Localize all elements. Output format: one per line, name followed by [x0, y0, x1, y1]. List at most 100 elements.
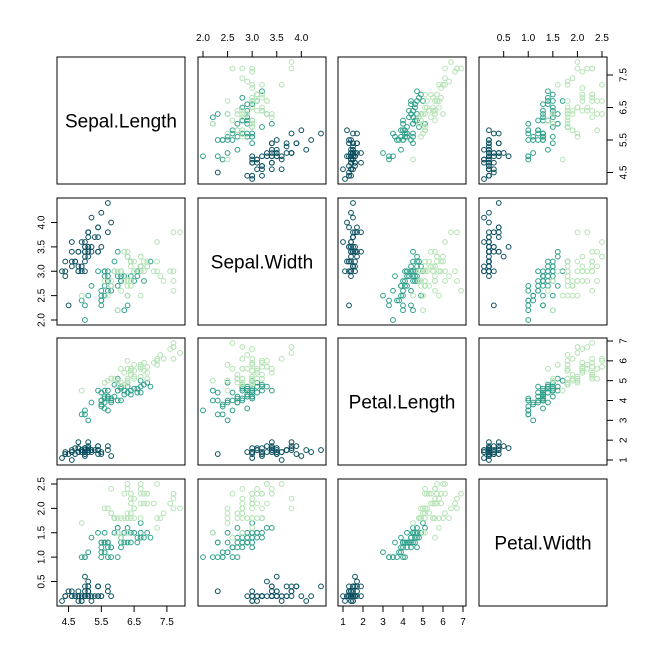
data-point-group3-1-3 [418, 133, 424, 140]
data-point-group2-3-1 [118, 385, 124, 392]
data-point-group2-3-4 [554, 375, 561, 382]
right-tick-label: 6 [619, 358, 630, 364]
data-point-group1-2-3 [354, 253, 360, 260]
data-point-group2-2-1 [104, 268, 111, 275]
data-point-group3-4-3 [430, 515, 436, 522]
data-point-group1-1-3 [344, 153, 350, 160]
data-point-group1-4-2 [264, 593, 270, 600]
data-point-group3-4-1 [114, 529, 121, 536]
right-tick-label: 4 [619, 397, 630, 403]
data-point-group2-3-2 [229, 407, 236, 414]
data-point-group3-2-1 [154, 258, 160, 265]
data-point-group3-1-4 [599, 111, 605, 117]
variable-label-petal-length: Petal.Length [349, 393, 456, 414]
data-point-group3-4-1 [114, 515, 121, 522]
data-point-group3-1-4 [594, 111, 600, 117]
data-point-group2-2-3 [398, 282, 404, 289]
data-point-group1-4-3 [346, 593, 352, 600]
data-point-group3-2-4 [574, 229, 581, 236]
data-point-group3-2-3 [452, 268, 458, 275]
data-point-group2-3-1 [98, 403, 105, 410]
data-point-group3-2-3 [432, 263, 438, 270]
data-point-group2-4-3 [404, 529, 410, 536]
data-point-group1-1-2 [273, 146, 280, 153]
data-point-group3-4-1 [131, 515, 138, 522]
data-point-group1-1-4 [490, 159, 497, 166]
data-point-group2-4-3 [398, 534, 404, 541]
data-point-group3-4-3 [440, 515, 446, 522]
data-point-group3-1-4 [564, 114, 571, 121]
data-point-group1-1-2 [244, 172, 251, 179]
data-point-group1-2-4 [486, 219, 492, 226]
data-point-group1-4-2 [283, 583, 290, 590]
data-point-group3-2-4 [584, 229, 591, 236]
data-point-group3-2-3 [442, 268, 448, 275]
data-point-group3-4-1 [124, 485, 131, 492]
data-point-group3-2-1 [121, 248, 128, 255]
data-point-group3-4-1 [78, 520, 85, 526]
data-point-group3-3-4 [589, 363, 596, 370]
data-point-group2-1-2 [234, 133, 241, 140]
data-point-group1-1-4 [481, 156, 487, 163]
data-point-group3-4-1 [127, 515, 134, 522]
data-point-group3-1-3 [454, 65, 460, 72]
data-point-group2-4-1 [104, 539, 111, 546]
data-point-group1-2-4 [481, 239, 487, 245]
data-point-group2-4-1 [134, 539, 141, 546]
data-point-group1-2-3 [346, 258, 352, 265]
data-point-group3-4-1 [154, 524, 160, 531]
data-point-group2-1-3 [412, 104, 418, 111]
data-point-group3-2-1 [167, 268, 174, 275]
data-point-group3-3-1 [160, 355, 167, 362]
data-point-group3-4-2 [259, 490, 265, 497]
data-point-group3-3-1 [157, 352, 164, 358]
data-point-group2-2-4 [540, 292, 546, 299]
data-point-group1-1-4 [486, 143, 492, 150]
data-point-group3-3-4 [594, 375, 600, 382]
data-point-group1-2-1 [59, 268, 65, 275]
data-point-group1-3-2 [308, 449, 315, 455]
data-point-group3-2-4 [599, 253, 605, 260]
data-point-group2-2-1 [104, 278, 111, 284]
data-point-group1-1-2 [268, 159, 275, 166]
data-point-group3-2-3 [454, 229, 460, 236]
data-point-group2-1-3 [414, 88, 420, 95]
data-point-group1-1-3 [348, 166, 354, 173]
data-point-group1-1-4 [486, 137, 492, 143]
data-point-group3-1-2 [249, 120, 256, 127]
data-point-group3-4-1 [131, 495, 138, 502]
data-point-group2-2-1 [78, 297, 85, 304]
data-point-group2-2-1 [134, 273, 141, 280]
data-point-group3-4-2 [239, 515, 246, 522]
data-point-group2-3-1 [137, 383, 144, 390]
data-point-group3-1-4 [579, 98, 586, 104]
data-point-group2-1-4 [525, 137, 532, 143]
left-tick-label: 1.0 [37, 550, 48, 564]
data-point-group2-4-2 [244, 534, 251, 541]
data-point-group2-4-1 [118, 544, 124, 551]
data-point-group3-3-2 [278, 355, 285, 362]
data-point-group2-1-2 [214, 153, 221, 160]
data-point-group3-3-2 [249, 361, 256, 368]
right-tick-label: 5.5 [619, 133, 630, 147]
bottom-tick-label: 1 [340, 617, 346, 628]
data-point-group2-2-3 [386, 302, 392, 309]
data-point-group3-1-2 [249, 98, 256, 104]
data-point-group1-4-2 [264, 578, 270, 585]
data-point-group3-3-1 [144, 369, 151, 376]
data-point-group2-1-3 [398, 146, 404, 153]
data-point-group3-2-4 [584, 268, 591, 275]
data-point-group2-1-4 [545, 101, 551, 108]
data-point-group3-3-1 [154, 361, 160, 368]
data-point-group2-3-2 [214, 411, 221, 418]
data-point-group2-2-3 [418, 292, 424, 299]
data-point-group3-4-3 [454, 495, 460, 502]
data-point-group3-2-3 [426, 258, 432, 265]
data-point-group2-1-2 [214, 111, 221, 117]
data-point-group1-4-2 [308, 593, 315, 600]
data-point-group1-2-1 [72, 258, 79, 265]
data-point-group3-1-3 [438, 94, 444, 101]
right-tick-label: 7 [619, 338, 630, 344]
data-point-group1-3-1 [104, 447, 111, 453]
data-point-group3-2-3 [454, 278, 460, 284]
